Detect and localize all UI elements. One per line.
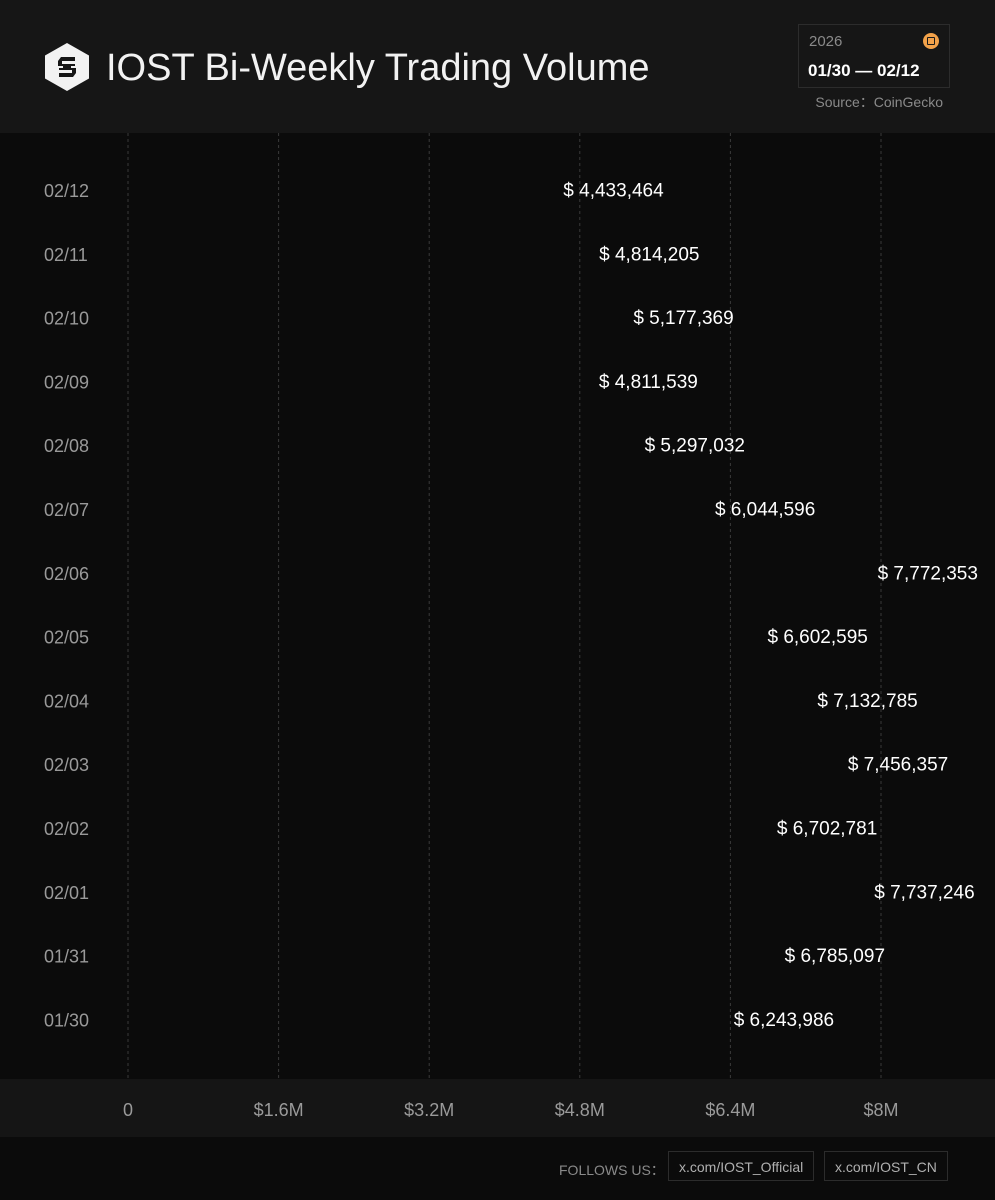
source-label: Source：CoinGecko bbox=[815, 94, 943, 110]
category-label: 02/05 bbox=[44, 628, 89, 648]
value-label: $ 5,177,369 bbox=[633, 308, 733, 329]
category-label: 02/10 bbox=[44, 309, 89, 329]
category-label: 02/01 bbox=[44, 883, 89, 903]
value-label: $ 4,811,539 bbox=[599, 372, 698, 393]
category-label: 02/02 bbox=[44, 819, 89, 839]
value-label: $ 7,737,246 bbox=[874, 882, 974, 903]
calendar-icon bbox=[923, 33, 939, 49]
value-label: $ 4,814,205 bbox=[599, 244, 699, 265]
category-label: 01/30 bbox=[44, 1010, 89, 1030]
header: IOST Bi-Weekly Trading Volume 2026 01/30… bbox=[0, 0, 995, 133]
category-label: 01/31 bbox=[44, 947, 89, 967]
follow-label: FOLLOWS US： bbox=[559, 1162, 665, 1178]
x-tick-label: $4.8M bbox=[555, 1100, 605, 1120]
x-tick-label: $3.2M bbox=[404, 1100, 454, 1120]
value-label: $ 7,132,785 bbox=[817, 691, 917, 712]
x-tick-label: $6.4M bbox=[705, 1100, 755, 1120]
value-label: $ 7,772,353 bbox=[878, 563, 978, 584]
value-label: $ 6,702,781 bbox=[777, 819, 877, 840]
category-label: 02/12 bbox=[44, 181, 89, 201]
category-label: 02/07 bbox=[44, 500, 89, 520]
value-label: $ 6,785,097 bbox=[785, 946, 885, 967]
follow-link-official[interactable]: x.com/IOST_Official bbox=[668, 1151, 815, 1181]
value-label: $ 4,433,464 bbox=[563, 181, 664, 202]
category-label: 02/06 bbox=[44, 564, 89, 584]
year-label: 2026 bbox=[809, 33, 843, 50]
follow-link-cn[interactable]: x.com/IOST_CN bbox=[824, 1151, 948, 1181]
x-axis: 0 $1.6M $3.2M $4.8M $6.4M $8M bbox=[123, 1100, 899, 1120]
date-range-box: 2026 01/30 — 02/12 bbox=[798, 24, 950, 88]
chart-plot: 02/12 $ 4,433,464 02/11 $ 4,814,205 02/10 $ 5… bbox=[44, 133, 978, 1079]
x-tick-label: $8M bbox=[863, 1100, 898, 1120]
category-label: 02/08 bbox=[44, 436, 89, 456]
x-tick-label: 0 bbox=[123, 1100, 133, 1120]
category-label: 02/03 bbox=[44, 755, 89, 775]
value-label: $ 6,243,986 bbox=[734, 1010, 834, 1031]
category-label: 02/04 bbox=[44, 691, 89, 711]
x-axis-band: 0 $1.6M $3.2M $4.8M $6.4M $8M bbox=[0, 1079, 995, 1137]
category-label: 02/09 bbox=[44, 372, 89, 392]
x-tick-label: $1.6M bbox=[254, 1100, 304, 1120]
value-label: $ 7,456,357 bbox=[848, 755, 948, 776]
category-label: 02/11 bbox=[44, 245, 88, 265]
page-title: IOST Bi-Weekly Trading Volume bbox=[106, 47, 650, 89]
value-label: $ 6,602,595 bbox=[767, 627, 867, 648]
value-label: $ 5,297,032 bbox=[645, 436, 745, 457]
value-label: $ 6,044,596 bbox=[715, 500, 815, 521]
date-range: 01/30 — 02/12 bbox=[808, 61, 920, 80]
iost-logo-icon bbox=[45, 43, 89, 91]
